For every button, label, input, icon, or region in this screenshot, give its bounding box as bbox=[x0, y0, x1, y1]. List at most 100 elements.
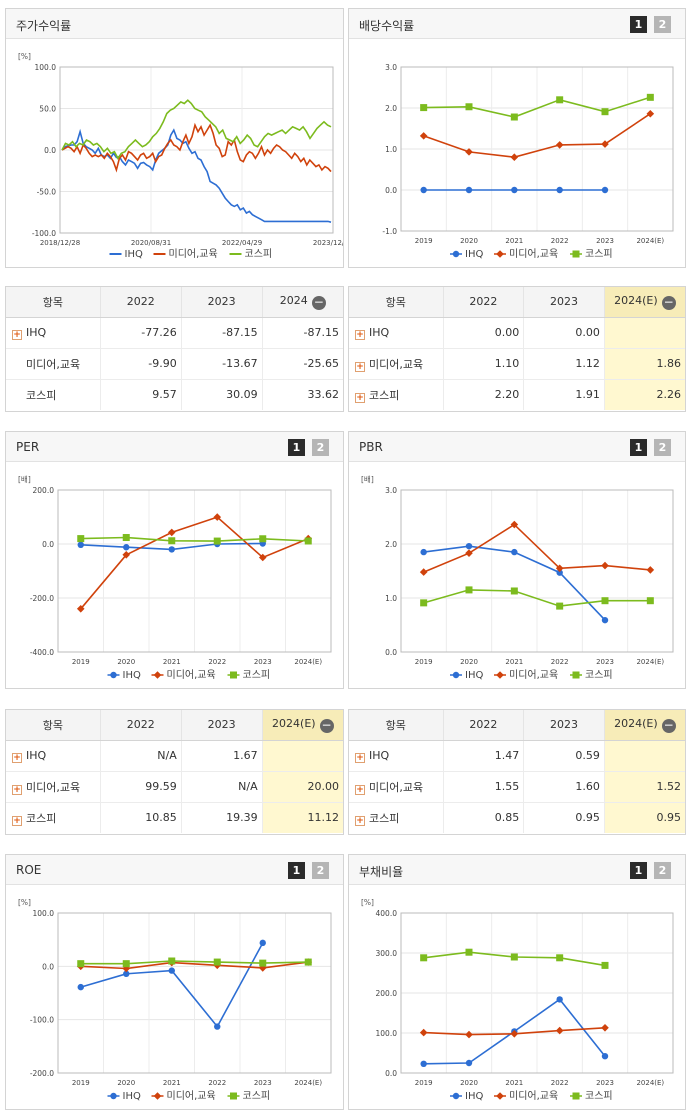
legend-item-media[interactable]: 미디어,교육 bbox=[494, 248, 558, 260]
table-row: + IHQ N/A 1.67 bbox=[6, 740, 343, 772]
column-header: 2022 bbox=[99, 710, 182, 741]
y-tick-label: 100.0 bbox=[35, 63, 57, 72]
column-header: 2023 bbox=[523, 710, 605, 741]
row-name: 미디어,교육 bbox=[26, 780, 81, 794]
chart-mode-1-button[interactable]: 1 bbox=[630, 16, 647, 33]
unit-label: [%] bbox=[361, 898, 374, 907]
data-point-media bbox=[510, 1030, 519, 1038]
legend-item-media[interactable]: 미디어,교육 bbox=[153, 248, 218, 260]
x-tick-label: 2022 bbox=[551, 658, 569, 666]
legend-label: 코스피 bbox=[243, 1090, 271, 1102]
chart-mode-2-button[interactable]: 2 bbox=[312, 439, 329, 456]
legend-item-media[interactable]: 미디어,교육 bbox=[151, 669, 216, 681]
y-tick-label: 200.0 bbox=[33, 486, 55, 495]
legend-item-media[interactable]: 미디어,교육 bbox=[151, 1090, 216, 1102]
legend-label: 미디어,교육 bbox=[509, 669, 558, 681]
legend-item-kospi[interactable]: 코스피 bbox=[570, 1090, 613, 1102]
legend-item-kospi[interactable]: 코스피 bbox=[229, 248, 273, 260]
data-table: 항목 2022 2023 2024− + IHQ -77.26 -87.15 -87.15 미디어… bbox=[6, 287, 343, 410]
x-tick-label: 2020 bbox=[460, 1079, 478, 1087]
legend-item-kospi[interactable]: 코스피 bbox=[227, 1090, 271, 1102]
table-cell: 10.85 bbox=[99, 802, 182, 833]
legend-label: 미디어,교육 bbox=[167, 1090, 216, 1102]
table-row: + 코스피 10.85 19.39 11.12 bbox=[6, 802, 343, 833]
legend-item-kospi[interactable]: 코스피 bbox=[570, 669, 613, 681]
legend-label: IHQ bbox=[465, 1091, 483, 1102]
legend-item-ihq[interactable]: IHQ bbox=[107, 670, 141, 681]
collapse-icon[interactable]: − bbox=[319, 717, 334, 733]
legend-item-ihq[interactable]: IHQ bbox=[450, 670, 483, 681]
column-header: 2024(E) − bbox=[261, 710, 343, 741]
expand-icon[interactable]: + bbox=[355, 815, 365, 826]
legend-item-ihq[interactable]: IHQ bbox=[450, 1091, 483, 1102]
table-cell: 19.39 bbox=[180, 802, 263, 833]
legend-item-ihq[interactable]: IHQ bbox=[109, 249, 143, 260]
data-point-kospi bbox=[420, 954, 428, 962]
expand-icon[interactable]: + bbox=[12, 752, 22, 763]
expand-icon[interactable]: + bbox=[12, 784, 22, 795]
expand-icon[interactable]: + bbox=[355, 392, 365, 403]
x-tick-label: 2019 bbox=[415, 658, 433, 666]
legend-item-kospi[interactable]: 코스피 bbox=[227, 669, 271, 681]
legend-marker-media bbox=[153, 1092, 162, 1100]
x-tick-label: 2023 bbox=[254, 658, 272, 666]
collapse-icon[interactable]: − bbox=[661, 717, 676, 733]
y-tick-label: 0.0 bbox=[42, 540, 54, 549]
table-row: + 미디어,교육 1.10 1.12 1.86 bbox=[349, 348, 685, 380]
legend-label: 코스피 bbox=[585, 248, 613, 260]
legend-item-ihq[interactable]: IHQ bbox=[450, 249, 483, 260]
chart-mode-2-button[interactable]: 2 bbox=[654, 439, 671, 456]
y-tick-label: -400.0 bbox=[30, 648, 54, 657]
legend-marker-media bbox=[496, 671, 504, 679]
table-row: + 코스피 2.20 1.91 2.26 bbox=[349, 379, 685, 410]
collapse-icon[interactable]: − bbox=[311, 294, 326, 310]
table-cell: 0.95 bbox=[603, 802, 685, 833]
chart-mode-1-button[interactable]: 1 bbox=[288, 439, 305, 456]
chart-mode-2-button[interactable]: 2 bbox=[654, 862, 671, 879]
legend-item-media[interactable]: 미디어,교육 bbox=[494, 669, 558, 681]
y-tick-label: -100.0 bbox=[30, 1016, 54, 1025]
table-row: + IHQ -77.26 -87.15 -87.15 bbox=[6, 317, 343, 349]
expand-icon[interactable]: + bbox=[12, 329, 22, 340]
y-tick-label: -200.0 bbox=[30, 1069, 54, 1078]
chart-mode-2-button[interactable]: 2 bbox=[654, 16, 671, 33]
legend-label: IHQ bbox=[465, 670, 483, 681]
data-point-kospi bbox=[213, 958, 221, 966]
chart-mode-1-button[interactable]: 1 bbox=[630, 439, 647, 456]
legend-item-ihq[interactable]: IHQ bbox=[107, 1091, 141, 1102]
x-tick-label: 2021 bbox=[505, 237, 523, 245]
series-line-ihq bbox=[61, 128, 332, 223]
table-cell: -87.15 bbox=[180, 317, 263, 349]
expand-icon[interactable]: + bbox=[355, 361, 365, 372]
table-cell: 1.12 bbox=[523, 348, 605, 380]
chart-mode-1-button[interactable]: 1 bbox=[630, 862, 647, 879]
expand-icon[interactable]: + bbox=[12, 815, 22, 826]
expand-icon[interactable]: + bbox=[355, 329, 365, 340]
data-point-kospi bbox=[601, 961, 609, 969]
expand-icon[interactable]: + bbox=[355, 784, 365, 795]
x-tick-label: 2023 bbox=[254, 1079, 272, 1087]
expand-icon[interactable]: + bbox=[355, 752, 365, 763]
legend-item-kospi[interactable]: 코스피 bbox=[570, 248, 613, 260]
y-tick-label: -50.0 bbox=[37, 188, 57, 197]
x-tick-label: 2023 bbox=[596, 1079, 614, 1087]
series-line-media bbox=[80, 961, 309, 970]
data-point-media bbox=[465, 549, 473, 557]
y-tick-label: 0.0 bbox=[385, 186, 397, 195]
data-point-media bbox=[419, 568, 428, 576]
legend-item-media[interactable]: 미디어,교육 bbox=[494, 1090, 558, 1102]
row-name: 미디어,교육 bbox=[369, 357, 424, 371]
debt-ratio-chart: [%]400.0 300.0 200.0 100.0 0.0 2019 2020 2021 20… bbox=[361, 898, 674, 1102]
table-cell bbox=[261, 740, 343, 772]
x-tick-label: 2020 bbox=[460, 237, 478, 245]
y-tick-label: 0.0 bbox=[385, 1069, 397, 1078]
data-point-kospi bbox=[510, 113, 518, 121]
chart-mode-1-button[interactable]: 1 bbox=[288, 862, 305, 879]
data-point-ihq bbox=[465, 542, 473, 550]
chart-mode-2-button[interactable]: 2 bbox=[312, 862, 329, 879]
collapse-icon[interactable]: − bbox=[661, 294, 676, 310]
